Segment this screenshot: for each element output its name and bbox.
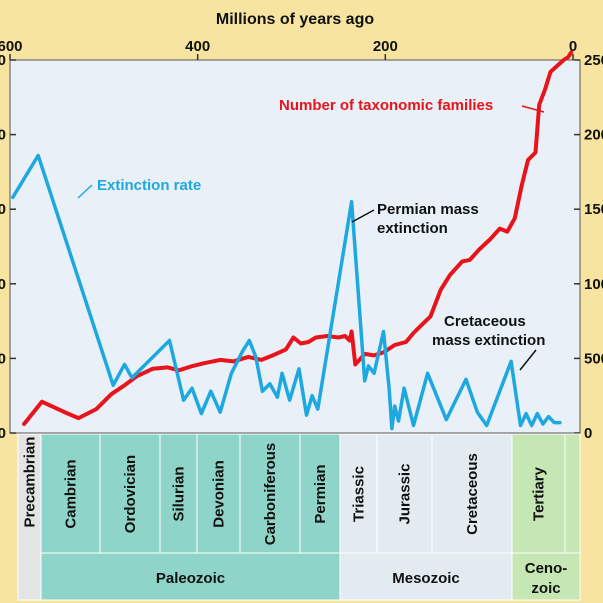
cretaceous-label-line1: Cretaceous	[444, 313, 526, 330]
period-label: Silurian	[171, 466, 188, 521]
right-tick-label: 1500	[584, 201, 603, 218]
x-tick-label: 600	[0, 38, 23, 55]
left-tick-label: 0	[0, 425, 6, 442]
period-cell	[196, 433, 241, 554]
period-label: Cretaceous	[464, 453, 481, 535]
permian-label-line2: extinction	[377, 220, 448, 237]
period-cell	[339, 433, 378, 554]
extinction-rate-leader	[77, 184, 93, 199]
period-cell	[99, 433, 161, 554]
period-label: Tertiary	[531, 466, 548, 521]
x-axis-ticks: 600 400 200 0	[0, 38, 577, 60]
left-tick-label: 100	[0, 276, 6, 293]
permian-label-line1: Permian mass	[377, 201, 479, 218]
left-tick-label: 200	[0, 127, 6, 144]
quaternary-cell	[564, 433, 581, 554]
period-label: Precambrian	[22, 437, 39, 528]
cretaceous-label-line2: mass extinction	[432, 332, 545, 349]
geologic-timeline: Precambrian Cambrian Ordovician Silurian Dev…	[17, 433, 581, 601]
period-label: Permian	[312, 464, 329, 523]
period-cell	[511, 433, 566, 554]
era-label: Paleozoic	[156, 570, 225, 587]
families-leader	[521, 105, 545, 113]
period-cell	[376, 433, 433, 554]
x-tick-label: 0	[569, 38, 577, 55]
x-tick-label: 200	[373, 38, 398, 55]
extinction-series-line	[11, 153, 562, 431]
era-label: zoic	[531, 580, 560, 597]
x-tick-label: 400	[185, 38, 210, 55]
era-cell	[511, 552, 581, 601]
families-series-line	[22, 50, 574, 426]
era-label: Ceno-	[525, 560, 568, 577]
period-label: Triassic	[351, 466, 368, 522]
series-layer	[11, 50, 574, 431]
left-tick-label: 250	[0, 52, 6, 69]
period-cell	[40, 433, 101, 554]
left-axis-ticks: 0 50 100 150 200 250	[0, 52, 16, 442]
extinction-rate-label: Extinction rate	[97, 177, 201, 194]
era-cell	[339, 552, 513, 601]
cretaceous-leader	[519, 349, 537, 371]
left-tick-label: 50	[0, 350, 6, 367]
period-label: Ordovician	[122, 455, 139, 533]
chart-title: Millions of years ago	[216, 11, 374, 28]
right-tick-label: 2500	[584, 52, 603, 69]
families-label: Number of taxonomic families	[279, 97, 493, 114]
period-label: Jurassic	[397, 464, 414, 525]
period-cell	[159, 433, 198, 554]
era-cell	[40, 552, 341, 601]
right-tick-label: 0	[584, 425, 592, 442]
era-label: Mesozoic	[392, 570, 460, 587]
left-tick-label: 150	[0, 201, 6, 218]
right-tick-label: 1000	[584, 276, 603, 293]
period-label: Devonian	[211, 460, 228, 528]
period-label: Carboniferous	[262, 443, 279, 546]
right-tick-label: 500	[584, 350, 603, 367]
period-cell	[239, 433, 301, 554]
period-cell	[299, 433, 341, 554]
period-label: Cambrian	[63, 459, 80, 528]
permian-leader	[351, 209, 375, 223]
